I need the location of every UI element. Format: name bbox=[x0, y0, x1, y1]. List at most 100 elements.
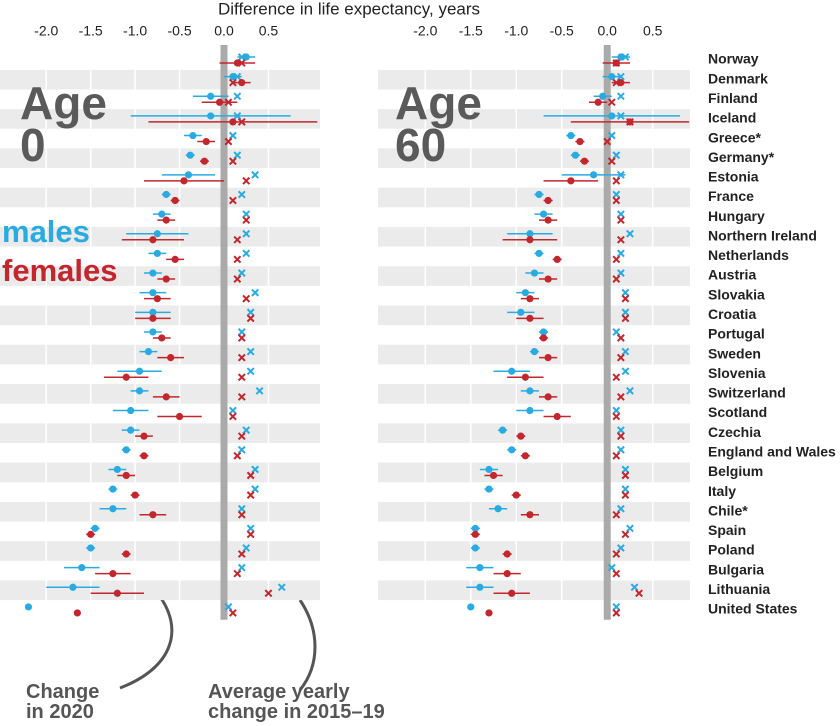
category-label: Poland bbox=[708, 542, 755, 558]
change-2020-dot bbox=[512, 491, 520, 499]
x-tick-label: -1.0 bbox=[504, 23, 528, 39]
change-2020-dot bbox=[149, 511, 157, 519]
change-2020-dot bbox=[539, 328, 548, 336]
avg-change-cross bbox=[264, 589, 273, 598]
avg-change-cross bbox=[603, 137, 612, 146]
annotation: Average yearly change in 2015–19 bbox=[208, 681, 385, 723]
change-2020-dot bbox=[215, 98, 224, 106]
x-tick-label: 0.5 bbox=[643, 23, 663, 39]
change-2020-dot bbox=[202, 137, 210, 146]
change-2020-dot bbox=[73, 609, 81, 617]
change-2020-dot bbox=[69, 583, 77, 591]
change-2020-dot bbox=[149, 328, 157, 336]
avg-change-cross bbox=[233, 92, 242, 101]
avg-change-cross bbox=[237, 118, 246, 126]
change-2020-dot bbox=[87, 530, 95, 538]
change-2020-dot bbox=[544, 196, 552, 205]
avg-change-cross bbox=[233, 569, 242, 578]
change-2020-dot bbox=[171, 255, 179, 263]
change-2020-dot bbox=[127, 406, 135, 415]
avg-change-cross bbox=[237, 373, 246, 382]
avg-change-cross bbox=[237, 392, 246, 401]
change-2020-dot bbox=[526, 387, 534, 395]
change-2020-dot bbox=[544, 275, 552, 283]
avg-change-cross bbox=[228, 157, 237, 166]
row-band bbox=[378, 580, 690, 601]
change-2020-dot bbox=[576, 137, 584, 146]
avg-change-cross bbox=[224, 98, 233, 107]
avg-change-cross bbox=[255, 386, 264, 395]
avg-change-cross bbox=[612, 373, 621, 382]
avg-change-cross bbox=[621, 294, 630, 303]
change-2020-dot bbox=[521, 373, 529, 381]
x-tick-label: -1.0 bbox=[123, 23, 147, 39]
row-band bbox=[378, 148, 690, 169]
change-2020-dot bbox=[113, 465, 121, 474]
avg-change-cross bbox=[246, 308, 255, 317]
x-tick-label: 0.5 bbox=[259, 23, 279, 39]
change-2020-dot bbox=[149, 289, 157, 297]
change-2020-dot bbox=[539, 334, 548, 342]
avg-change-cross bbox=[607, 563, 616, 572]
avg-change-cross bbox=[237, 269, 246, 277]
change-2020-dot bbox=[608, 112, 616, 120]
category-label: Norway bbox=[708, 51, 759, 67]
avg-change-cross bbox=[616, 432, 625, 441]
row-band bbox=[0, 187, 320, 208]
x-tick-label: -0.5 bbox=[550, 23, 574, 39]
change-2020-dot bbox=[467, 603, 475, 611]
change-2020-dot bbox=[109, 505, 117, 513]
avg-change-cross bbox=[612, 412, 621, 421]
category-label: France bbox=[708, 188, 754, 204]
change-2020-dot bbox=[140, 452, 148, 460]
avg-change-cross bbox=[246, 314, 255, 323]
category-label: Estonia bbox=[708, 169, 759, 185]
avg-change-cross bbox=[616, 72, 625, 81]
avg-change-cross bbox=[612, 275, 621, 283]
category-label: Austria bbox=[708, 267, 756, 283]
category-label: England and Wales bbox=[708, 444, 836, 460]
avg-change-cross bbox=[621, 367, 630, 376]
avg-change-cross bbox=[251, 485, 260, 493]
change-2020-dot bbox=[207, 92, 215, 100]
avg-change-cross bbox=[228, 131, 237, 140]
category-label: Netherlands bbox=[708, 247, 789, 263]
avg-change-cross bbox=[612, 328, 621, 336]
change-2020-dot bbox=[571, 151, 579, 159]
change-2020-dot bbox=[485, 465, 493, 474]
row-band bbox=[0, 384, 320, 404]
x-tick-label: -0.5 bbox=[167, 23, 191, 39]
x-tick-label: -2.0 bbox=[34, 23, 58, 39]
change-2020-dot bbox=[530, 348, 539, 356]
avg-change-cross bbox=[246, 491, 255, 499]
avg-change-cross bbox=[242, 249, 251, 258]
change-2020-dot bbox=[180, 177, 188, 185]
change-2020-dot bbox=[526, 236, 534, 244]
change-2020-dot bbox=[503, 570, 511, 578]
avg-change-cross bbox=[224, 603, 233, 611]
avg-change-cross bbox=[621, 485, 630, 493]
change-2020-dot bbox=[158, 210, 166, 218]
change-2020-dot bbox=[238, 79, 246, 87]
legend-entry: females bbox=[2, 253, 118, 288]
category-label: Hungary bbox=[708, 208, 765, 224]
change-2020-dot bbox=[184, 171, 193, 179]
avg-change-cross bbox=[237, 190, 246, 199]
avg-change-cross bbox=[621, 308, 630, 317]
avg-change-cross bbox=[616, 392, 625, 401]
change-2020-dot bbox=[494, 505, 502, 513]
change-2020-dot bbox=[471, 530, 479, 538]
change-2020-dot bbox=[186, 151, 194, 159]
avg-change-cross bbox=[228, 78, 237, 87]
change-2020-dot bbox=[521, 452, 529, 460]
category-label: Greece* bbox=[708, 129, 761, 145]
avg-change-cross bbox=[616, 170, 625, 179]
avg-change-cross bbox=[228, 412, 237, 421]
avg-change-cross bbox=[616, 426, 625, 435]
avg-change-cross bbox=[251, 465, 260, 474]
avg-change-cross bbox=[621, 491, 630, 499]
avg-change-cross bbox=[612, 609, 621, 617]
change-2020-dot bbox=[158, 334, 166, 342]
avg-change-cross bbox=[607, 131, 616, 140]
